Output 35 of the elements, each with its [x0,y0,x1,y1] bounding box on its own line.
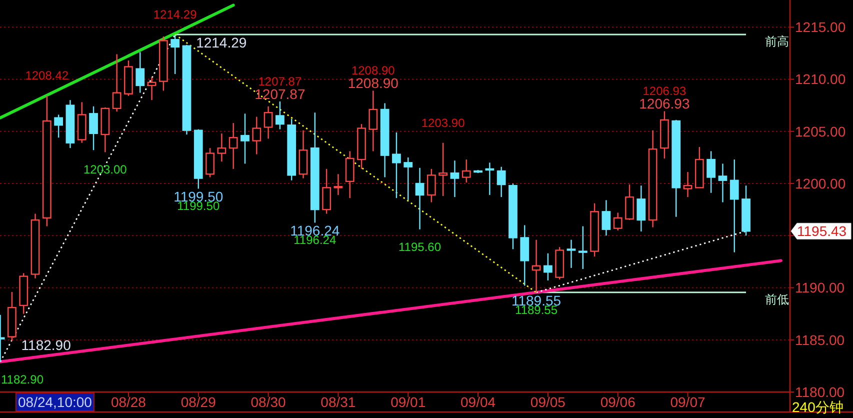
ref-line-label: 前低 [765,292,789,306]
ref-line-label: 前高 [765,34,789,49]
x-tick-label: 09/04 [460,394,496,410]
annotation: 1203.00 [83,162,128,177]
annotation: 1207.87 [254,86,306,102]
annotation: 1207.87 [258,74,302,88]
text: 1195.43 [797,223,847,240]
text: 240分钟 [792,399,844,415]
annotation: 1214.29 [153,8,198,22]
y-tick-label: 1200.00 [795,175,846,192]
x-tick-label: 09/01 [390,394,426,410]
annotation: 1214.29 [196,34,247,51]
x-tick-label: 08/30 [250,394,286,410]
annotation: 1206.93 [639,96,690,112]
annotation: 1208.90 [348,75,399,92]
x-tick-label: 09/06 [600,394,636,410]
x-tick-label: 08/31 [320,394,356,410]
annotation: 1203.90 [421,116,466,130]
annotation: 1182.90 [21,336,72,353]
y-tick-label: 1210.00 [795,71,846,88]
y-tick-label: 1215.00 [795,19,846,36]
y-tick-label: 1180.00 [795,384,845,400]
annotation: 1206.93 [642,84,686,98]
annotation: 1208.42 [25,68,69,83]
annotation: 1182.90 [1,372,44,386]
x-tick-label: 09/07 [670,394,706,410]
x-tick-label: 08/29 [180,394,216,410]
y-tick-label: 1190.00 [795,280,845,296]
annotation: 1195.60 [398,240,442,254]
text: 08/24,10:00 [18,394,92,410]
y-tick-label: 1205.00 [795,123,846,140]
x-tick-label: 08/28 [110,394,146,410]
y-tick-label: 1185.00 [795,332,845,348]
x-tick-label: 09/05 [530,394,566,410]
annotation: 1208.90 [351,64,396,78]
